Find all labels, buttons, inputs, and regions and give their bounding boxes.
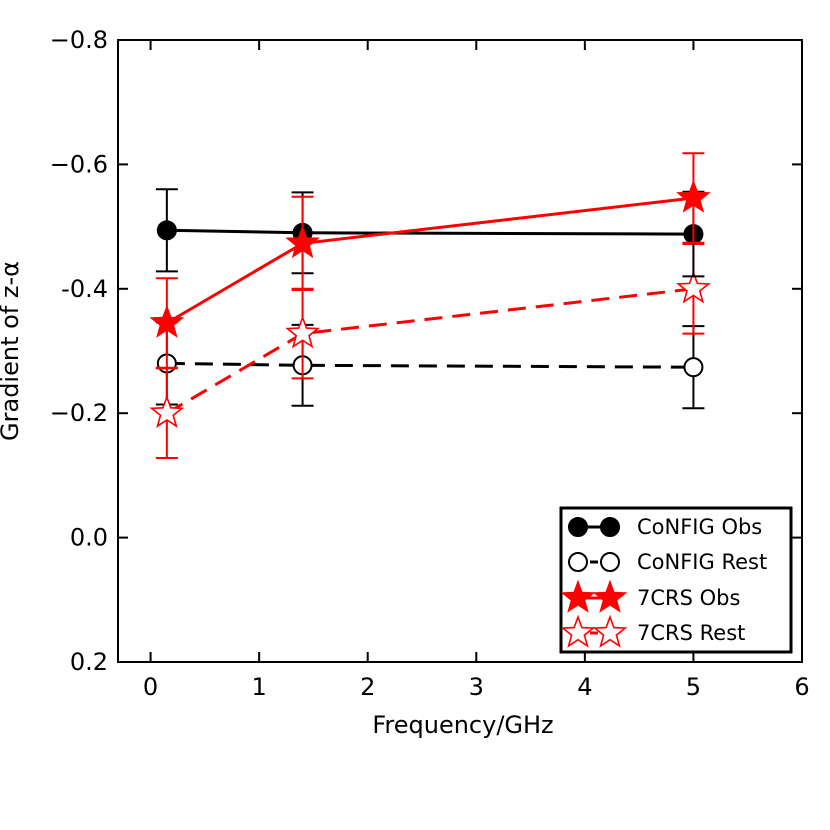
data-series <box>149 152 711 459</box>
legend-marker <box>560 614 596 648</box>
legend-marker <box>592 614 628 648</box>
legend-marker <box>568 517 588 537</box>
plot-frame <box>117 39 803 663</box>
legend-marker <box>568 552 588 572</box>
legend-label: 7CRS Rest <box>637 621 745 645</box>
x-tick-label: 4 <box>577 673 592 701</box>
legend-label: 7CRS Obs <box>637 586 740 610</box>
legend-label: CoNFIG Rest <box>637 550 767 574</box>
data-point <box>676 270 711 304</box>
y-tick-label: 0.0 <box>70 524 108 552</box>
series-line <box>166 196 694 325</box>
x-tick-label: 0 <box>143 673 158 701</box>
legend: CoNFIG Obs CoNFIG Rest 7CRS Obs 7CRS Rest <box>559 506 793 654</box>
x-axis-ticks: 0 1 2 3 4 5 6 <box>143 40 810 701</box>
legend-marker <box>600 517 620 537</box>
series-7crs-rest <box>149 243 711 459</box>
x-tick-label: 3 <box>469 673 484 701</box>
data-point <box>285 225 320 259</box>
data-point <box>676 179 711 213</box>
legend-label: CoNFIG Obs <box>637 515 762 539</box>
data-point <box>149 394 185 428</box>
series-7crs-obs <box>149 152 711 369</box>
x-tick-label: 2 <box>360 673 375 701</box>
series-config-rest <box>155 321 705 410</box>
y-axis-ticks: −0.8 −0.6 -0.4 −0.2 0.0 0.2 <box>50 26 802 676</box>
legend-marker <box>592 579 628 613</box>
series-line <box>166 287 694 415</box>
data-point <box>683 357 704 378</box>
y-tick-label: -0.4 <box>61 275 108 303</box>
plot-area: 0 1 2 3 4 5 6 −0.8 −0.6 -0.4 −0.2 0.0 0.2 <box>50 26 810 701</box>
y-axis-label: Gradient of z-α <box>0 261 24 441</box>
series-config-obs <box>155 188 705 278</box>
y-tick-label: 0.2 <box>70 648 108 676</box>
data-point <box>149 304 185 338</box>
x-tick-label: 1 <box>252 673 267 701</box>
y-tick-label: −0.2 <box>50 399 108 427</box>
legend-marker <box>600 552 620 572</box>
series-line <box>166 361 694 369</box>
y-tick-label: −0.6 <box>50 150 108 178</box>
data-point <box>156 220 177 241</box>
data-point <box>285 315 320 349</box>
legend-marker <box>560 579 596 613</box>
x-axis-label: Frequency/GHz <box>372 711 553 739</box>
x-tick-label: 6 <box>794 673 809 701</box>
series-line <box>166 228 694 236</box>
y-tick-label: −0.8 <box>50 26 108 54</box>
x-tick-label: 5 <box>686 673 701 701</box>
